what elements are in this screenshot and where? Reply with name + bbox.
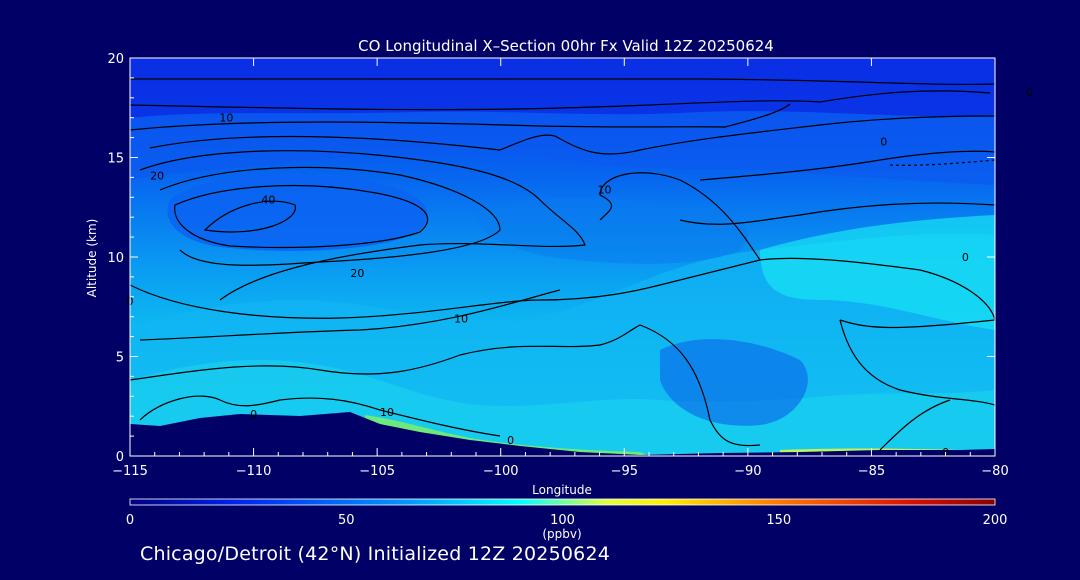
- contour-label: 40: [261, 193, 275, 206]
- contour-line: [839, 319, 995, 406]
- contour-label: 10: [454, 313, 468, 326]
- terrain-mask: [130, 412, 995, 456]
- x-tick-label: −95: [611, 464, 638, 479]
- y-tick-label: 20: [107, 52, 124, 67]
- y-tick-label: 5: [116, 351, 124, 366]
- contour-label: 0: [250, 408, 257, 421]
- x-tick-label: −105: [359, 464, 395, 479]
- colorbar-tick-label: 50: [338, 513, 355, 528]
- contour-line: [130, 90, 991, 111]
- contour-line: [130, 324, 641, 381]
- contour-line: [130, 172, 761, 319]
- colorbar-tick-label: 150: [766, 513, 791, 528]
- contour-line: [139, 395, 501, 437]
- contour-line: [639, 324, 761, 447]
- x-tick-label: −110: [236, 464, 272, 479]
- colorbar: [129, 498, 996, 506]
- x-axis-label: Longitude: [532, 483, 592, 497]
- contour-line-dashed: [889, 159, 995, 166]
- contour-line: [174, 184, 429, 249]
- chart-title: CO Longitudinal X–Section 00hr Fx Valid …: [358, 37, 774, 55]
- field-pocket-1: [660, 339, 808, 426]
- x-axis: −115 −110 −105 −100 −95 −90 −85 −80: [112, 58, 1009, 479]
- y-tick-label: 15: [107, 152, 124, 167]
- y-axis-label: Altitude (km): [85, 219, 99, 298]
- initialization-caption: Chicago/Detroit (42°N) Initialized 12Z 2…: [140, 543, 611, 565]
- contour-line: [130, 103, 791, 131]
- contour-label: 0: [1026, 86, 1033, 99]
- contour-lines: [130, 78, 995, 451]
- contour-line: [759, 257, 995, 321]
- contour-line: [699, 150, 995, 181]
- colorbar-tick-label: 100: [550, 513, 575, 528]
- x-tick-label: −100: [483, 464, 519, 479]
- field-region-right: [760, 215, 995, 330]
- contour-line: [159, 166, 501, 266]
- contour-line: [149, 115, 995, 155]
- contour-line: [203, 200, 296, 233]
- contour-label: 0: [507, 434, 514, 447]
- field-pocket-2: [478, 198, 748, 264]
- contour-line: [679, 202, 995, 225]
- contour-label: 10: [380, 406, 394, 419]
- contour-label: 0: [880, 136, 887, 149]
- x-tick-label: −115: [112, 464, 148, 479]
- contour-line: [839, 319, 995, 329]
- field-band-upper: [130, 58, 995, 118]
- colorbar-tick-label: 0: [126, 513, 134, 528]
- colorbar-tick-label: 200: [983, 513, 1008, 528]
- colorbar-unit: (ppbv): [542, 527, 581, 541]
- contour-label: 0: [962, 251, 969, 264]
- contour-line: [139, 289, 561, 341]
- x-tick-label: −80: [981, 464, 1008, 479]
- contour-label: 20: [150, 169, 164, 182]
- contour-line: [130, 78, 995, 85]
- colorbar-ticks: 0 50 100 150 200: [126, 513, 1008, 528]
- x-tick-label: −85: [858, 464, 885, 479]
- y-tick-label: 0: [116, 450, 124, 465]
- contour-label: 20: [350, 267, 364, 280]
- plot-area: [130, 58, 995, 456]
- x-tick-label: −90: [734, 464, 761, 479]
- contour-line: [879, 399, 951, 451]
- y-tick-label: 10: [107, 251, 124, 266]
- contour-line: [139, 150, 586, 301]
- contour-label: 10: [598, 183, 612, 196]
- y-axis: 0 5 10 15 20: [107, 52, 995, 465]
- contour-label: 10: [219, 112, 233, 125]
